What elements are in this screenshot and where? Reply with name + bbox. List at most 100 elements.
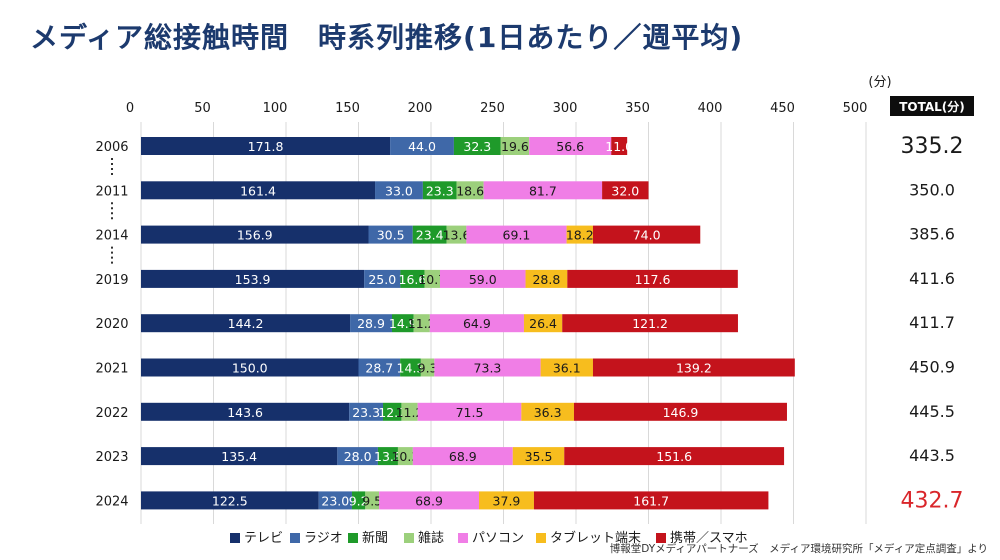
segment-label: 30.5 [377, 228, 405, 243]
segment-label: 59.0 [469, 272, 497, 287]
bar-segment [358, 358, 401, 377]
segment-label: 19.6 [501, 139, 529, 154]
bar-segment [412, 225, 447, 244]
segment-label: 37.9 [493, 493, 521, 508]
segment-label: 18.6 [456, 183, 484, 198]
bar-segment [400, 269, 425, 288]
segment-label: 33.0 [385, 183, 413, 198]
bar-segment [377, 447, 398, 466]
legend-swatch [458, 533, 468, 543]
year-label: 2020 [95, 317, 128, 332]
total-value: 443.5 [909, 446, 955, 465]
bar-segment [337, 447, 378, 466]
x-tick-label: 300 [553, 101, 578, 116]
segment-label: 150.0 [232, 361, 268, 376]
x-tick-label: 450 [770, 101, 795, 116]
x-tick-label: 250 [480, 101, 505, 116]
unit-label: (分) [868, 75, 891, 90]
bar-segment [364, 269, 401, 288]
segment-label: 14.9 [389, 316, 417, 331]
bar-segment [412, 447, 513, 466]
segment-label: 10.7 [418, 272, 446, 287]
bar-segment [562, 314, 738, 333]
legend-label: パソコン [472, 531, 524, 546]
segment-label: 11.0 [605, 139, 633, 154]
bar-segment [434, 358, 541, 377]
bar-segment [141, 358, 359, 377]
legend-label: 新聞 [362, 530, 388, 546]
segment-label: 73.3 [474, 361, 502, 376]
bar-segment [349, 402, 384, 421]
bar-segment [567, 269, 738, 288]
bar-segment [525, 269, 568, 288]
bar-segment [141, 447, 338, 466]
bar-segment [573, 402, 787, 421]
bar-segment [424, 269, 440, 288]
bar-segment [141, 181, 376, 200]
year-label: 2023 [95, 450, 128, 465]
bar-segment [533, 491, 769, 510]
segment-label: 9.2 [349, 493, 369, 508]
segment-label: 69.1 [503, 228, 531, 243]
bar-segment [390, 137, 454, 155]
bars: 2006 171.8 44.0 32.3 19.6 56.6 11.0 335.2 2011 16… [95, 134, 963, 513]
legend-label: ラジオ [304, 531, 343, 546]
legend-swatch [404, 533, 414, 543]
segment-label: 36.3 [534, 405, 562, 420]
bar-segment [368, 225, 413, 244]
total-value: 411.6 [909, 269, 955, 288]
segment-label: 35.5 [525, 449, 553, 464]
total-value: 450.9 [909, 358, 955, 377]
bar-segment [512, 447, 565, 466]
segment-label: 13.6 [443, 228, 471, 243]
x-tick-label: 200 [408, 101, 433, 116]
bar-segment [500, 137, 530, 155]
bar-segment [521, 402, 574, 421]
bar-segment [379, 491, 479, 510]
x-axis-ticks: 0 50 100 150 200 250 300 350 400 450 500 [126, 101, 868, 116]
source-credit: 博報堂DYメディアパートナーズ メディア環境研究所「メディア定点調査」より [609, 543, 988, 555]
segment-label: 23.4 [416, 228, 444, 243]
year-label: 2011 [95, 184, 128, 199]
legend-label: タブレット端末 [550, 530, 641, 546]
year-label: 2006 [95, 140, 128, 155]
bar-segment [483, 181, 603, 200]
total-header: TOTAL(分) [899, 99, 965, 114]
segment-label: 117.6 [635, 272, 671, 287]
bar-segment [318, 491, 352, 510]
segment-label: 139.2 [676, 361, 712, 376]
legend-label: 携帯／スマホ [670, 530, 748, 546]
legend-swatch [230, 533, 240, 543]
total-value: 350.0 [909, 180, 955, 199]
bar-segment [429, 314, 524, 333]
legend-label: 雑誌 [418, 530, 444, 546]
segment-label: 14.3 [397, 361, 425, 376]
year-label: 2021 [95, 362, 128, 377]
page-title: メディア総接触時間 時系列推移(1日あたり／週平均) [30, 21, 744, 54]
segment-label: 18.2 [566, 228, 594, 243]
segment-label: 68.9 [415, 493, 443, 508]
bar-segment [141, 491, 319, 510]
segment-label: 64.9 [463, 316, 491, 331]
bar-segment [478, 491, 534, 510]
bar-segment [417, 402, 522, 421]
segment-label: 36.1 [553, 361, 581, 376]
x-tick-label: 350 [625, 101, 650, 116]
segment-label: 135.4 [221, 449, 257, 464]
segment-label: 146.9 [663, 405, 699, 420]
year-label: 2024 [95, 494, 128, 509]
bar-segment [602, 181, 649, 200]
segment-label: 32.0 [611, 183, 639, 198]
segment-label: 9.5 [362, 493, 382, 508]
segment-label: 44.0 [408, 139, 436, 154]
bar-segment [141, 314, 351, 333]
segment-label: 32.3 [463, 139, 491, 154]
x-tick-label: 100 [263, 101, 288, 116]
bar-segment [141, 137, 391, 155]
year-label: 2022 [95, 406, 128, 421]
segment-label: 122.5 [212, 493, 248, 508]
bar-segment [141, 225, 369, 244]
segment-label: 171.8 [248, 139, 284, 154]
total-value: 411.7 [909, 313, 955, 332]
bar-segment [529, 137, 612, 155]
